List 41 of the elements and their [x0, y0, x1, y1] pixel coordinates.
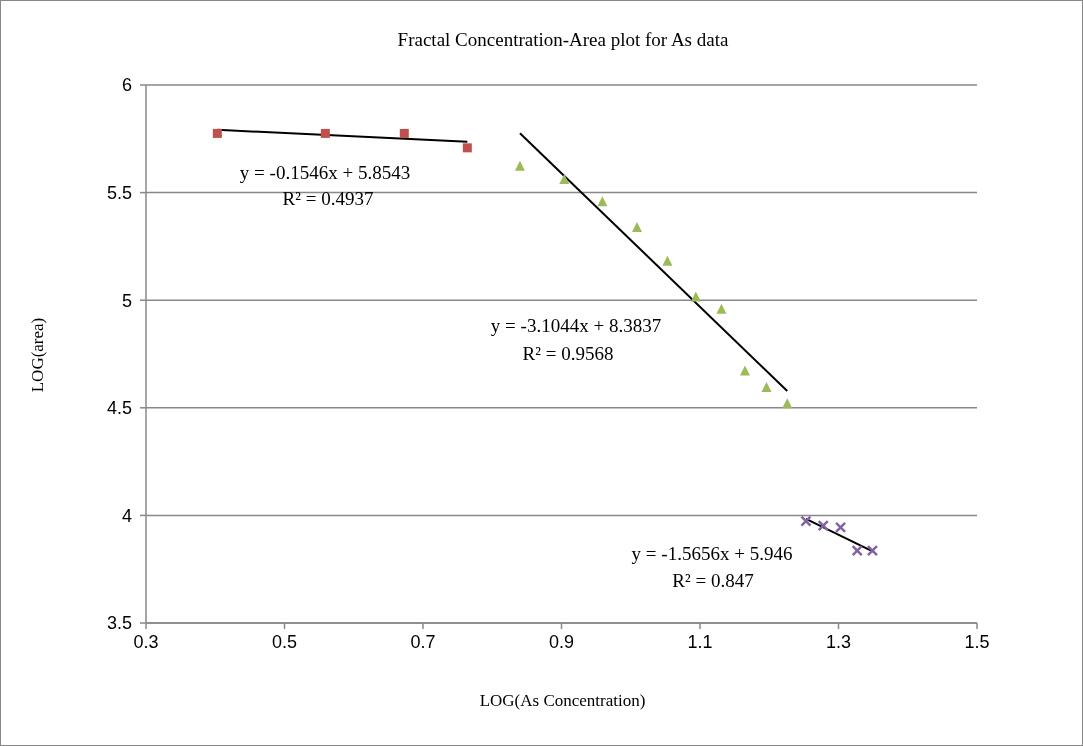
point	[462, 143, 472, 153]
point	[761, 382, 772, 393]
point	[662, 255, 673, 266]
annotation: R² = 0.9568	[522, 343, 614, 365]
y-tick-label: 5	[121, 290, 132, 311]
point	[716, 303, 727, 314]
annotation: R² = 0.847	[672, 570, 754, 592]
point	[399, 128, 409, 138]
x-tick-label: 0.7	[410, 631, 436, 652]
point	[597, 196, 608, 207]
y-tick-label: 4.5	[106, 398, 132, 419]
x-tick-label: 1.5	[964, 631, 990, 652]
point	[834, 521, 847, 534]
annotation: y = -1.5656x + 5.946	[631, 543, 793, 565]
x-tick-label: 1.3	[825, 631, 852, 652]
y-tick-label: 5.5	[106, 182, 132, 203]
x-tick-label: 0.9	[548, 631, 575, 652]
point	[740, 365, 751, 376]
point	[817, 519, 830, 532]
point	[631, 221, 642, 232]
y-tick-label: 4	[121, 505, 132, 526]
chart-title: Fractal Concentration-Area plot for As data	[396, 29, 730, 51]
point	[514, 160, 525, 171]
x-tick-label: 0.3	[133, 631, 159, 652]
point	[782, 398, 793, 409]
point	[212, 128, 222, 138]
point	[320, 128, 330, 138]
annotation: y = -0.1546x + 5.8543	[239, 162, 411, 184]
point	[800, 515, 812, 527]
y-axis-title: LOG(area)	[28, 317, 48, 393]
annotation: y = -3.1044x + 8.3837	[490, 315, 662, 337]
point	[559, 173, 570, 184]
annotation: R² = 0.4937	[282, 188, 374, 210]
y-tick-label: 3.5	[106, 613, 132, 634]
x-axis-title: LOG(As Concentration)	[478, 691, 647, 711]
point	[690, 291, 701, 302]
x-tick-label: 0.5	[271, 631, 298, 652]
point	[866, 544, 879, 557]
y-tick-label: 6	[121, 75, 132, 96]
x-tick-label: 1.1	[687, 631, 713, 652]
point	[851, 544, 863, 557]
